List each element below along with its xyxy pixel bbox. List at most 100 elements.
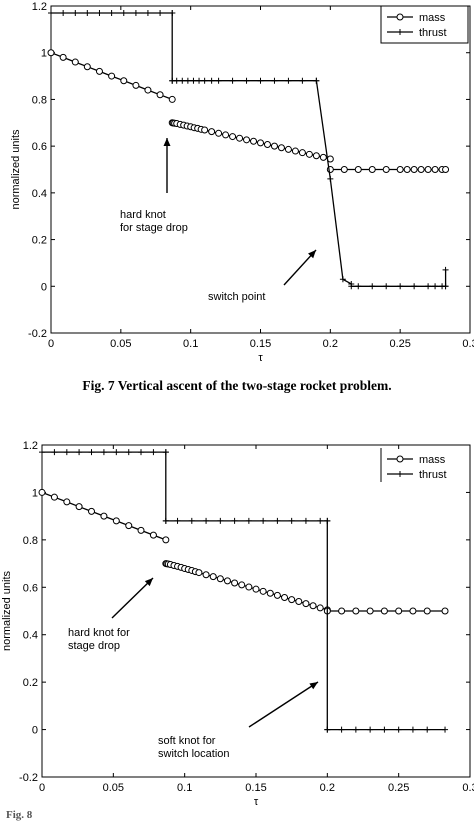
mass-point <box>59 53 67 61</box>
mass-point <box>431 166 439 173</box>
mass-point <box>270 142 278 150</box>
mass-point <box>137 526 145 534</box>
mass-point <box>95 67 103 75</box>
thrust-point <box>48 10 54 17</box>
y-tick-label: -0.2 <box>28 328 47 340</box>
mass-point <box>380 607 388 615</box>
x-tick-label: 0.25 <box>388 782 409 794</box>
legend-label-thrust: thrust <box>419 469 447 481</box>
mass-point <box>108 72 116 80</box>
thrust-point <box>217 517 224 524</box>
thrust-point <box>144 10 151 17</box>
thrust-point <box>397 283 404 290</box>
thrust-point <box>317 517 324 524</box>
y-tick-label: 0 <box>41 281 47 293</box>
mass-point <box>277 144 285 152</box>
thrust-point <box>313 77 320 84</box>
x-tick-label: 0.1 <box>177 782 192 794</box>
mass-point <box>442 166 450 173</box>
thrust-point <box>411 283 418 290</box>
annotation-text: switch point <box>208 291 265 303</box>
thrust-point <box>299 77 306 84</box>
mass-point <box>281 593 289 601</box>
y-tick-label: 0.8 <box>23 535 38 547</box>
mass-point <box>156 91 164 99</box>
legend-box <box>380 5 469 44</box>
thrust-point <box>355 283 362 290</box>
thrust-point <box>188 517 195 524</box>
y-tick-label: 0.4 <box>32 188 47 200</box>
mass-point <box>144 86 152 94</box>
mass-point <box>424 166 432 173</box>
legend: mass thrust <box>380 448 447 482</box>
mass-point <box>302 600 310 608</box>
series-mass <box>38 488 449 615</box>
legend: mass thrust <box>380 5 469 44</box>
thrust-point <box>162 449 169 456</box>
thrust-point <box>184 77 191 84</box>
thrust-point <box>162 517 169 524</box>
mass-point <box>410 166 418 173</box>
mass-point <box>132 81 140 89</box>
thrust-point <box>260 517 267 524</box>
legend-label-mass: mass <box>419 12 446 24</box>
thrust-point <box>442 726 449 733</box>
mass-point <box>340 166 348 173</box>
y-tick-label: 0.2 <box>32 235 47 247</box>
y-tick-label: 0.6 <box>32 141 47 153</box>
thrust-point <box>442 266 449 273</box>
mass-point <box>112 517 120 525</box>
thrust-point <box>381 726 388 733</box>
thrust-point <box>120 10 127 17</box>
mass-point <box>298 149 306 157</box>
annotation-text: for stage drop <box>120 222 188 234</box>
mass-point <box>338 607 346 615</box>
thrust-point <box>327 175 334 182</box>
mass-point <box>149 531 157 539</box>
thrust-point <box>338 726 345 733</box>
mass-point <box>100 512 108 520</box>
thrust-point <box>243 77 250 84</box>
x-tick-label: 0.1 <box>183 338 198 350</box>
mass-point <box>257 139 264 147</box>
annotation-arrow-head <box>144 578 153 587</box>
mass-point <box>409 607 417 615</box>
figure-caption-top: Fig. 7 Vertical ascent of the two-stage … <box>82 378 392 393</box>
y-axis-label: normalized units <box>1 570 13 651</box>
mass-point <box>216 575 224 583</box>
mass-point <box>222 131 230 139</box>
x-tick-label: 0.25 <box>389 338 410 350</box>
x-tick-label: 0 <box>39 782 45 794</box>
thrust-point <box>442 283 449 290</box>
mass-point <box>215 129 223 137</box>
thrust-point <box>339 276 346 283</box>
mass-point <box>83 63 91 71</box>
legend-marker-mass <box>396 13 404 21</box>
thrust-point <box>100 449 107 456</box>
mass-point <box>252 585 260 593</box>
mass-point <box>125 522 133 530</box>
y-tick-label: 0.2 <box>23 677 38 689</box>
mass-point <box>263 141 271 149</box>
thrust-point <box>229 77 236 84</box>
thrust-point <box>395 726 402 733</box>
mass-point <box>162 536 170 544</box>
y-tick-label: 1 <box>41 48 47 60</box>
series-thrust <box>48 10 449 290</box>
mass-point <box>395 607 403 615</box>
x-tick-label: 0 <box>48 338 54 350</box>
mass-point <box>250 137 258 145</box>
mass-point <box>120 77 128 85</box>
thrust-point <box>324 726 331 733</box>
mass-point <box>259 587 267 595</box>
thrust-point <box>257 77 264 84</box>
annotation-arrow-head <box>309 682 318 690</box>
mass-point <box>71 58 79 66</box>
thrust-point <box>432 283 439 290</box>
y-tick-label: 1.2 <box>32 1 47 13</box>
annotation-arrow-head <box>163 138 171 146</box>
thrust-point <box>138 449 145 456</box>
mass-point <box>396 166 404 173</box>
